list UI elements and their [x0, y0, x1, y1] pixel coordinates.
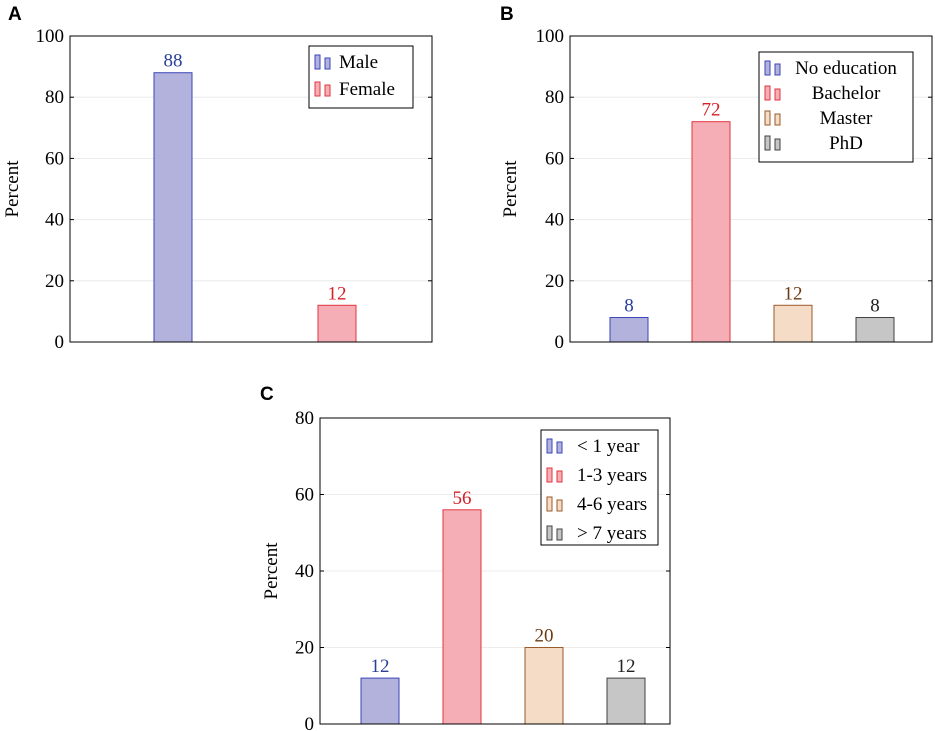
legend-label: Bachelor [812, 83, 881, 104]
legend-swatch [764, 135, 771, 151]
panel-c: C 0 20 40 60 80 Percent 12 56 20 12 < 1 year 1-3 yea… [260, 384, 671, 731]
legend: < 1 year 1-3 years 4-6 years > 7 years [540, 429, 659, 546]
data-label: 8 [870, 296, 880, 317]
bar [360, 677, 400, 725]
y-tick-label: 0 [305, 714, 315, 731]
panel-letter: B [500, 4, 514, 25]
legend-swatch [546, 438, 553, 454]
data-label: 56 [453, 488, 472, 509]
y-tick-label: 100 [536, 26, 565, 47]
data-label: 12 [371, 656, 390, 677]
bar [442, 509, 482, 725]
legend-label: PhD [829, 133, 863, 154]
data-label: 12 [784, 283, 803, 304]
panel-letter: C [260, 384, 274, 405]
y-tick-label: 40 [295, 561, 314, 582]
bar [524, 647, 564, 725]
y-tick-label: 20 [295, 638, 314, 659]
legend-swatch [546, 496, 553, 512]
y-tick-label: 80 [295, 408, 314, 429]
data-label: 12 [617, 656, 636, 677]
legend-label: Male [339, 52, 378, 73]
y-tick-label: 40 [545, 210, 564, 231]
legend-label: No education [795, 58, 897, 79]
legend: No education Bachelor Master PhD [758, 51, 914, 163]
legend-swatch [764, 85, 771, 101]
legend-swatch [764, 110, 771, 126]
y-tick-label: 80 [545, 87, 564, 108]
y-tick-label: 60 [545, 148, 564, 169]
legend-swatch [556, 470, 563, 483]
bar [317, 304, 357, 343]
y-axis-title: Percent [261, 542, 282, 600]
y-tick-label: 60 [45, 148, 64, 169]
legend-swatch [764, 60, 771, 76]
panel-letter: A [8, 4, 22, 25]
legend-label: > 7 years [577, 523, 647, 544]
bar [153, 72, 193, 343]
y-tick-label: 100 [36, 26, 65, 47]
legend-swatch [556, 441, 563, 454]
legend-swatch [774, 63, 781, 76]
legend-label: 4-6 years [577, 494, 647, 515]
plot-frame [569, 35, 933, 343]
legend-label: 1-3 years [577, 465, 647, 486]
legend-swatch [324, 84, 331, 97]
panel-b: B 0 20 40 60 80 100 Percent 8 72 12 8 No education Ba… [500, 4, 933, 353]
legend-swatch [314, 54, 321, 70]
y-tick-label: 20 [45, 271, 64, 292]
bar [855, 317, 895, 343]
plot-frame [319, 417, 671, 725]
panel-a: A 0 20 40 60 80 100 Percent 88 12 Male Female [2, 4, 433, 353]
data-label: 20 [535, 626, 554, 647]
y-tick-label: 0 [55, 332, 65, 353]
data-label: 72 [702, 100, 721, 121]
y-tick-label: 60 [295, 485, 314, 506]
y-axis-title: Percent [500, 160, 521, 218]
legend-swatch [556, 528, 563, 541]
legend-swatch [774, 138, 781, 151]
data-label: 88 [164, 51, 183, 72]
legend-swatch [324, 57, 331, 70]
legend-swatch [314, 81, 321, 97]
y-tick-label: 40 [45, 210, 64, 231]
bar [773, 304, 813, 343]
data-label: 8 [624, 296, 634, 317]
legend: Male Female [308, 45, 414, 109]
y-tick-label: 0 [555, 332, 565, 353]
legend-box [758, 51, 914, 163]
legend-swatch [774, 88, 781, 101]
legend-swatch [546, 525, 553, 541]
legend-swatch [546, 467, 553, 483]
bar [691, 121, 731, 343]
plot-frame [69, 35, 433, 343]
legend-box [308, 45, 414, 109]
legend-swatch [556, 499, 563, 512]
legend-label: Female [339, 79, 395, 100]
y-tick-label: 20 [545, 271, 564, 292]
y-axis-title: Percent [2, 160, 23, 218]
legend-label: < 1 year [577, 436, 640, 457]
data-label: 12 [328, 283, 347, 304]
bar [606, 677, 646, 725]
legend-swatch [774, 113, 781, 126]
bar [609, 317, 649, 343]
y-tick-label: 80 [45, 87, 64, 108]
legend-label: Master [820, 108, 873, 129]
